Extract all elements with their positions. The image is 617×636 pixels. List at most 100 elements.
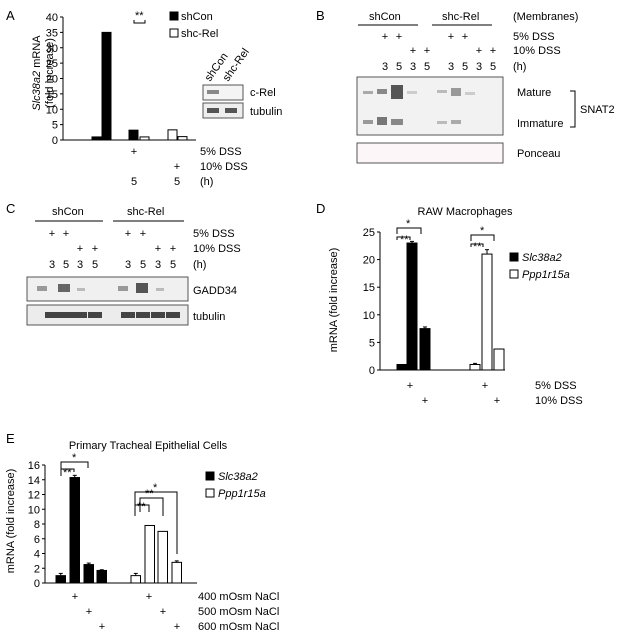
time-a-1: 5	[131, 176, 137, 188]
blot-b-snat2-bands	[363, 85, 475, 125]
bar	[396, 363, 408, 371]
cond-e-plus-3: +	[86, 606, 92, 618]
panel-c-plus-row-1: + + + +	[49, 228, 146, 240]
panel-a-ylabel-rest: mRNA	[31, 35, 43, 71]
bar	[171, 561, 182, 584]
cond-e-plus-5: +	[99, 621, 105, 633]
condition-plus: +	[410, 45, 416, 57]
bar	[128, 129, 139, 141]
panel-c-group-shcrel: shc-Rel	[127, 206, 164, 218]
panel-c-blot-gadd34: GADD34	[193, 285, 237, 297]
panel-b-group-shcon: shCon	[369, 11, 401, 23]
panel-e-letter: E	[6, 431, 15, 446]
time-label: 3	[155, 259, 161, 271]
cond-a-label-5dss: 5% DSS	[200, 146, 242, 158]
legend-d-label-slc38a2: Slc38a2	[522, 252, 562, 264]
panel-b-protein: SNAT2	[580, 104, 615, 116]
bar	[144, 524, 155, 584]
panel-a-bar-chart: 0 5 10 15 20 25 30 35 40	[46, 12, 196, 147]
blot-a-tubulin-band-2	[225, 108, 237, 113]
time-label: 3	[448, 61, 454, 73]
y-tick-label: 35	[46, 27, 58, 39]
bar	[469, 363, 481, 371]
blot-band	[88, 312, 102, 318]
cond-d-plus-4: +	[494, 395, 500, 407]
panel-b-cond-10dss: 10% DSS	[513, 45, 561, 57]
condition-plus: +	[125, 228, 131, 240]
y-tick-label: 2	[34, 563, 40, 575]
condition-plus: +	[155, 243, 161, 255]
panel-b-plus-row-2: + + + +	[410, 45, 496, 57]
panel-b-cond-5dss: 5% DSS	[513, 31, 555, 43]
panel-c-cond-5dss: 5% DSS	[193, 228, 235, 240]
panel-c-group-shcon: shCon	[52, 206, 84, 218]
time-label: 5	[92, 259, 98, 271]
panel-b-fraction: (Membranes)	[513, 11, 578, 23]
condition-plus: +	[490, 45, 496, 57]
condition-plus: +	[382, 31, 388, 43]
blot-band	[59, 312, 73, 318]
y-tick-label: 20	[363, 255, 375, 267]
panel-b-bracket	[570, 90, 576, 128]
condition-plus: +	[49, 228, 55, 240]
cond-e-label-600: 600 mOsm NaCl	[198, 621, 279, 633]
sig-a-label: **	[135, 10, 144, 22]
legend-a-label-shcon: shCon	[181, 11, 213, 23]
blot-a-tubulin-band-1	[207, 108, 219, 113]
sig-d-1: *	[406, 218, 411, 230]
sig-bracket-a	[133, 20, 146, 24]
cond-d-plus-1: +	[407, 380, 413, 392]
y-tick-label: 10	[28, 504, 40, 516]
legend-a-label-shcrel: shc-Rel	[181, 28, 218, 40]
condition-plus: +	[462, 31, 468, 43]
condition-plus: +	[140, 228, 146, 240]
cond-d-plus-3: +	[422, 395, 428, 407]
sig-d-2: **	[400, 234, 409, 246]
y-tick-label: 10	[46, 104, 58, 116]
sig-d-4: **	[473, 241, 482, 253]
condition-plus: +	[476, 45, 482, 57]
bar	[177, 136, 188, 141]
bar	[139, 136, 150, 141]
panel-b: B shCon shc-Rel (Membranes) + + + + + + + + 5%…	[316, 8, 615, 164]
time-a-2: 5	[174, 176, 180, 188]
panel-e: E Primary Tracheal Epithelial Cells 0 2 4 6…	[5, 431, 279, 633]
condition-plus: +	[396, 31, 402, 43]
panel-e-title: Primary Tracheal Epithelial Cells	[69, 440, 228, 452]
panel-d-letter: D	[316, 201, 325, 216]
panel-d-title: RAW Macrophages	[418, 206, 513, 218]
blot-band	[136, 312, 150, 318]
y-tick-label: 20	[46, 74, 58, 86]
legend-e-swatch-slc38a2	[205, 471, 215, 481]
time-label: 3	[77, 259, 83, 271]
bar	[419, 328, 431, 371]
bar	[83, 564, 94, 584]
y-tick-label: 5	[52, 120, 58, 132]
cond-e-plus-2: +	[146, 591, 152, 603]
sig-bracket-d-3	[470, 234, 495, 241]
time-label: 3	[476, 61, 482, 73]
blot-band	[151, 312, 165, 318]
y-tick-label: 40	[46, 12, 58, 24]
y-tick-label: 12	[28, 490, 40, 502]
panel-b-band-mature: Mature	[517, 87, 551, 99]
y-tick-label: 4	[34, 549, 40, 561]
cond-e-plus-4: +	[160, 606, 166, 618]
sig-d-3: *	[480, 225, 485, 237]
panel-c-time-unit: (h)	[193, 259, 206, 271]
time-label: 5	[170, 259, 176, 271]
y-tick-label: 14	[28, 475, 40, 487]
panel-c-blot-tubulin: tubulin	[193, 311, 225, 323]
sig-bracket-d-1	[396, 227, 422, 234]
panel-b-group-shcrel: shc-Rel	[442, 11, 479, 23]
time-label: 3	[410, 61, 416, 73]
legend-d-swatch-ppp1r15a	[509, 269, 519, 279]
blot-band	[166, 312, 180, 318]
panel-b-stain: Ponceau	[517, 148, 560, 160]
bar	[406, 242, 418, 371]
legend-a-swatch-shcon	[169, 11, 179, 21]
panel-c-plus-row-2: + + + +	[77, 243, 176, 255]
condition-plus: +	[77, 243, 83, 255]
condition-plus: +	[424, 45, 430, 57]
